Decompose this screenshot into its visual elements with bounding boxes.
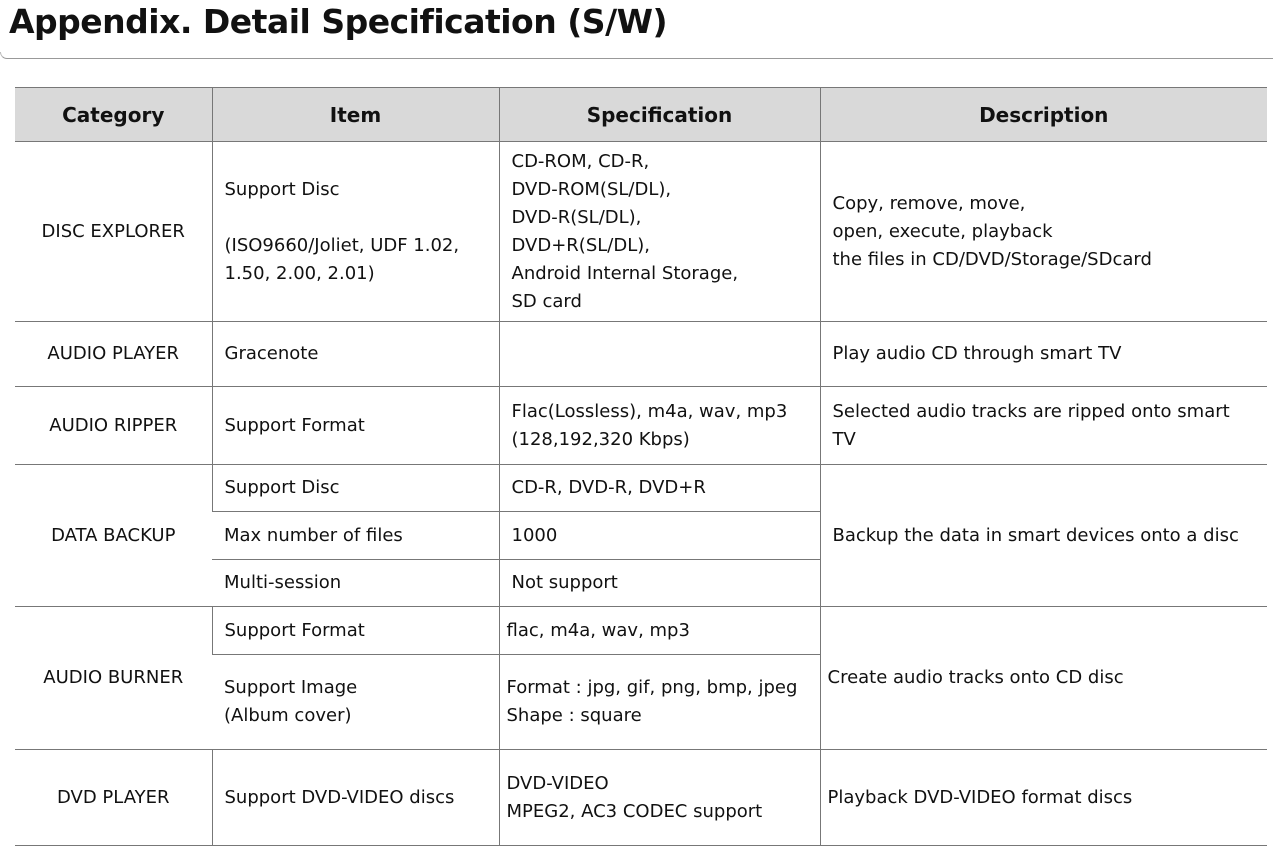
item-cell: Support Image (Album cover) [212, 654, 499, 750]
description-cell: Create audio tracks onto CD disc [819, 606, 1267, 750]
spec-cell: 1000 [498, 511, 820, 560]
category-cell: AUDIO PLAYER [15, 321, 212, 387]
item-cell: Support Disc (ISO9660/Joliet, UDF 1.02, … [211, 141, 499, 322]
spec-cell: Format : jpg, gif, png, bmp, jpeg Shape … [498, 654, 820, 750]
category-cell: AUDIO RIPPER [15, 386, 212, 465]
category-cell: DVD PLAYER [15, 749, 212, 846]
category-cell: DATA BACKUP [15, 464, 212, 607]
spec-cell: CD-R, DVD-R, DVD+R [498, 464, 820, 512]
category-cell: AUDIO BURNER [15, 606, 212, 750]
spec-cell: Not support [498, 559, 820, 607]
spec-cell: CD-ROM, CD-R, DVD-ROM(SL/DL), DVD-R(SL/D… [498, 141, 820, 322]
description-cell: Copy, remove, move, open, execute, playb… [819, 141, 1267, 322]
spec-cell: flac, m4a, wav, mp3 [498, 606, 820, 655]
item-cell: Support DVD-VIDEO discs [211, 749, 499, 846]
description-cell: Playback DVD-VIDEO format discs [819, 749, 1267, 846]
header-category: Category [15, 87, 212, 142]
item-cell: Max number of files [212, 511, 499, 560]
table-row: DVD PLAYER Support DVD-VIDEO discs DVD-V… [15, 749, 1267, 846]
spec-cell: DVD-VIDEO MPEG2, AC3 CODEC support [498, 749, 820, 846]
category-cell: DISC EXPLORER [15, 141, 212, 322]
spec-table: Category Item Specification Description … [15, 87, 1267, 846]
description-cell: Play audio CD through smart TV [819, 321, 1267, 387]
header-description: Description [819, 87, 1267, 142]
item-cell: Support Format [211, 386, 499, 465]
table-row: DISC EXPLORER Support Disc (ISO9660/Joli… [15, 141, 1267, 322]
table-row: AUDIO BURNER Support Format flac, m4a, w… [15, 606, 1267, 750]
item-cell: Gracenote [211, 321, 499, 387]
item-cell: Multi-session [212, 559, 499, 607]
spec-cell: Flac(Lossless), m4a, wav, mp3 (128,192,3… [498, 386, 820, 465]
description-cell: Selected audio tracks are ripped onto sm… [819, 386, 1267, 465]
spec-cell [498, 321, 820, 387]
page-title: Appendix. Detail Specification (S/W) [9, 2, 668, 41]
header-specification: Specification [498, 87, 820, 142]
title-divider [0, 52, 1273, 59]
item-cell: Support Format [211, 606, 499, 655]
table-row: DATA BACKUP Support Disc CD-R, DVD-R, DV… [15, 464, 1267, 607]
description-cell: Backup the data in smart devices onto a … [819, 464, 1267, 607]
table-row: Max number of files 1000 [15, 511, 1267, 560]
header-item: Item [211, 87, 499, 142]
item-cell: Support Disc [211, 464, 499, 512]
table-row: AUDIO PLAYER Gracenote Play audio CD thr… [15, 321, 1267, 387]
table-row: Support Image (Album cover) Format : jpg… [15, 654, 1267, 750]
table-header-row: Category Item Specification Description [15, 87, 1267, 142]
table-row: AUDIO RIPPER Support Format Flac(Lossles… [15, 386, 1267, 465]
